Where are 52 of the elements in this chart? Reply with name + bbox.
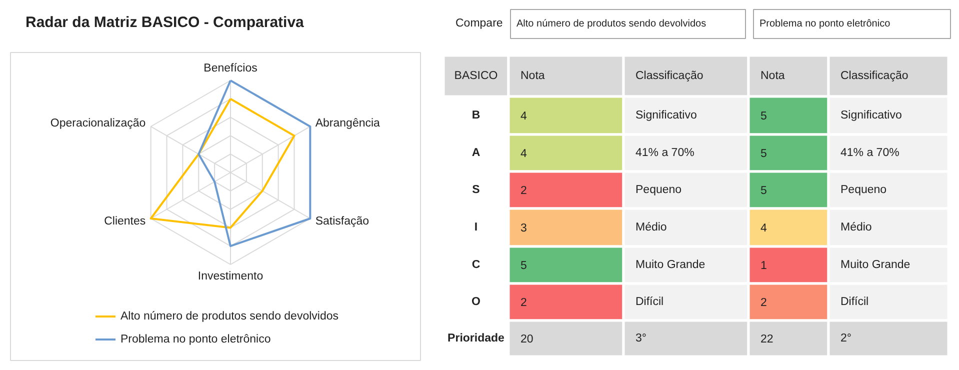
legend-label: Alto número de produtos sendo devolvidos [120, 310, 339, 322]
x-tick-label: Classificação [840, 70, 908, 82]
text: Difícil [636, 296, 664, 308]
data-label: 1 [760, 260, 767, 272]
text: 3° [636, 332, 646, 344]
data-label: 2 [520, 297, 527, 309]
y-tick-label: C [472, 259, 480, 271]
data-label: 5 [760, 148, 767, 160]
spoke-label: Operacionalização [50, 118, 146, 130]
text: Alto número de produtos sendo devolvidos [516, 18, 706, 30]
x-tick-label: Classificação [636, 70, 704, 82]
spoke-label: Clientes [104, 216, 146, 228]
text: Muito Grande [840, 259, 910, 271]
spoke-label: Satisfação [315, 216, 370, 228]
text: 41% a 70% [840, 147, 900, 159]
text: Muito Grande [636, 259, 706, 271]
legend-label: Problema no ponto eletrônico [120, 334, 271, 346]
text: Compare [456, 18, 503, 30]
data-label: 5 [760, 110, 767, 122]
chart-title: Radar da Matriz BASICO - Comparativa [26, 14, 305, 31]
data-label: 4 [760, 222, 768, 234]
data-label: 2 [760, 297, 767, 309]
x-tick-label: Nota [520, 70, 546, 82]
spoke-label: Abrangência [315, 118, 381, 130]
y-tick-label: A [472, 147, 480, 159]
data-label: 3 [520, 222, 527, 234]
y-tick-label: O [472, 296, 481, 308]
text: Pequeno [840, 184, 887, 196]
text: Médio [840, 222, 872, 234]
text: Significativo [840, 110, 902, 122]
y-axis-title: BASICO [454, 70, 498, 82]
y-tick-label: I [474, 222, 478, 234]
data-label: 5 [520, 260, 527, 272]
text: Pequeno [636, 184, 682, 196]
spoke-label: Benefícios [204, 62, 258, 74]
x-tick-label: Nota [760, 70, 786, 82]
data-label: 2 [520, 185, 527, 197]
y-tick-label: Prioridade [448, 332, 504, 344]
text: Significativo [636, 110, 697, 122]
data-label: 4 [520, 148, 528, 160]
text: Difícil [840, 296, 869, 308]
text: 2° [840, 332, 852, 344]
data-label: 4 [520, 110, 528, 122]
y-tick-label: S [472, 184, 480, 196]
text: Problema no ponto eletrônico [760, 18, 890, 30]
text: 41% a 70% [636, 147, 694, 159]
data-label: 5 [760, 185, 767, 197]
spoke-label: Investimento [198, 270, 264, 282]
y-tick-label: B [472, 110, 480, 122]
data-label: 20 [520, 334, 534, 346]
text: Médio [636, 222, 667, 234]
data-label: 22 [760, 334, 774, 346]
